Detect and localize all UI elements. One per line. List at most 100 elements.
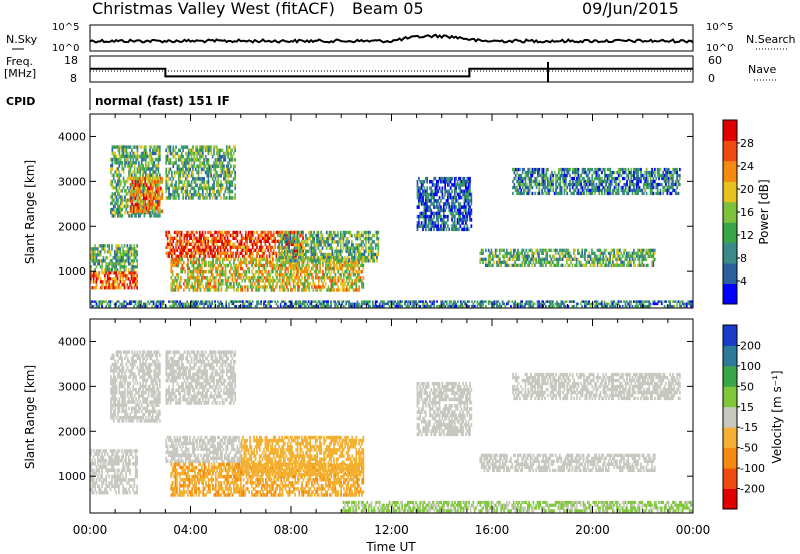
power-cell	[196, 282, 199, 286]
power-cell	[190, 151, 193, 156]
power-cell	[358, 259, 360, 263]
power-cell	[225, 164, 228, 168]
power-cell	[309, 270, 312, 274]
power-cell	[216, 273, 218, 277]
power-cell	[520, 173, 523, 178]
power-cell	[358, 285, 360, 289]
power-cell	[141, 199, 144, 204]
power-cell	[552, 185, 555, 190]
power-cell	[326, 276, 328, 280]
power-cell	[270, 260, 273, 265]
power-cell	[367, 255, 370, 260]
power-cell	[235, 254, 237, 258]
power-cell	[469, 211, 471, 216]
power-cell	[134, 256, 137, 260]
power-cell	[239, 242, 242, 246]
power-cell	[456, 218, 459, 222]
power-cell	[426, 214, 428, 219]
power-cell	[226, 263, 228, 268]
power-cell	[171, 270, 174, 274]
power-cell	[260, 257, 263, 262]
power-cell	[119, 262, 122, 266]
power-cell	[262, 285, 264, 289]
power-cell	[311, 249, 314, 253]
power-cell	[422, 224, 424, 228]
power-cell	[334, 233, 336, 238]
power-cell	[595, 185, 598, 190]
power-cell	[281, 288, 284, 292]
power-cell	[589, 254, 592, 258]
power-cell	[529, 248, 532, 252]
power-cell	[263, 236, 265, 240]
power-cell	[132, 277, 134, 281]
power-cell	[641, 254, 644, 258]
power-cell	[560, 170, 563, 175]
power-cell	[172, 161, 175, 165]
power-cell	[594, 176, 596, 181]
power-cell	[463, 208, 466, 213]
power-cell	[467, 176, 470, 181]
power-cell	[283, 273, 285, 277]
power-cell	[186, 161, 189, 165]
power-cell	[223, 263, 225, 268]
power-cell	[286, 242, 289, 246]
power-cell	[134, 209, 137, 214]
power-cell	[267, 236, 269, 240]
power-cell	[193, 248, 195, 252]
power-cell	[638, 254, 641, 258]
power-cell	[272, 266, 274, 271]
power-cell	[563, 191, 566, 196]
power-cell	[270, 288, 273, 292]
station-title: Christmas Valley West (fitACF)	[92, 0, 335, 18]
power-cell	[231, 266, 234, 271]
power-cell	[95, 265, 98, 269]
power-cell	[190, 154, 193, 159]
power-cell	[355, 282, 358, 286]
power-cell	[95, 271, 98, 275]
power-cell	[126, 244, 129, 248]
power-cell	[423, 208, 426, 213]
power-cell	[210, 186, 213, 191]
power-cell	[200, 177, 203, 181]
power-cell	[571, 170, 574, 175]
power-cell	[467, 180, 470, 184]
power-cell	[294, 285, 296, 289]
power-cell	[297, 285, 299, 289]
power-cell	[234, 145, 236, 149]
power-cell	[176, 279, 178, 283]
power-cell	[275, 230, 278, 235]
power-cell	[226, 282, 228, 286]
power-cell	[422, 227, 424, 232]
power-cell	[598, 167, 601, 172]
power-cell	[601, 188, 603, 193]
power-cell	[335, 252, 338, 257]
power-cell	[591, 251, 593, 255]
power-cell	[365, 243, 367, 247]
power-cell	[172, 145, 175, 149]
power-cell	[165, 180, 168, 184]
power-cell	[221, 170, 224, 175]
power-cell	[527, 191, 530, 196]
power-cell	[634, 251, 637, 255]
power-cell	[603, 170, 606, 175]
power-cell	[187, 239, 190, 243]
power-cell	[183, 254, 186, 258]
power-cell	[307, 237, 310, 241]
power-cell	[181, 266, 184, 271]
power-cell	[547, 260, 550, 264]
power-cell	[260, 273, 263, 277]
power-cell	[338, 249, 341, 253]
power-cell	[583, 182, 585, 187]
power-cell	[182, 164, 184, 168]
power-cell	[458, 186, 460, 190]
power-cell	[117, 145, 119, 149]
power-cell	[465, 195, 467, 200]
power-cell	[172, 248, 175, 252]
power-cell	[152, 173, 154, 177]
power-cell	[168, 161, 170, 165]
power-cell	[429, 208, 431, 213]
power-cell	[365, 259, 367, 263]
power-cell	[198, 257, 200, 262]
power-cell	[193, 236, 195, 240]
nave-right-tick-bottom: 0	[708, 72, 715, 85]
